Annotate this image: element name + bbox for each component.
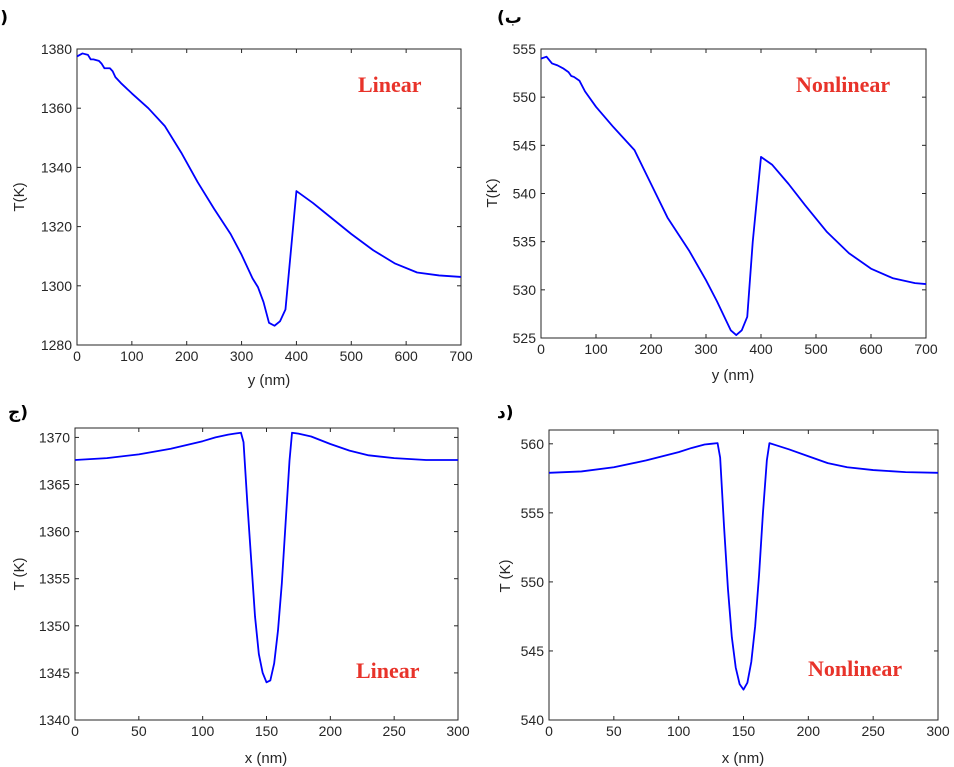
x-tick-label: 150 bbox=[255, 723, 279, 739]
y-tick-label: 1280 bbox=[41, 337, 72, 353]
y-tick-label: 560 bbox=[521, 436, 545, 452]
x-tick-label: 400 bbox=[749, 341, 773, 357]
y-tick-label: 1320 bbox=[41, 219, 72, 235]
panel-top-left: 0 100 200 300 400 500 600 700 1280 1300 1320 1340 13… bbox=[0, 8, 473, 389]
y-tick-label: 550 bbox=[521, 574, 545, 590]
y-tick-label: 545 bbox=[513, 137, 537, 153]
plot-area bbox=[74, 427, 459, 721]
panel-label: ج) bbox=[8, 403, 28, 423]
temperature-line bbox=[548, 442, 939, 691]
x-tick-label: 500 bbox=[804, 341, 828, 357]
y-tick-label: 1300 bbox=[41, 278, 72, 294]
x-tick-label: 200 bbox=[797, 723, 821, 739]
y-tick-label: 1355 bbox=[39, 571, 70, 587]
y-axis-label: T (K) bbox=[497, 559, 514, 592]
annotation-label: Nonlinear bbox=[796, 72, 890, 97]
x-axis-label: x (nm) bbox=[722, 750, 765, 767]
annotation-label: Linear bbox=[356, 658, 420, 683]
x-tick-label: 300 bbox=[446, 723, 470, 739]
y-tick-label: 1380 bbox=[41, 41, 72, 57]
y-axis-label: T (K) bbox=[11, 557, 28, 590]
x-tick-label: 250 bbox=[861, 723, 885, 739]
x-tick-label: 200 bbox=[175, 348, 199, 364]
x-tick-label: 200 bbox=[319, 723, 343, 739]
y-tick-label: 1370 bbox=[39, 429, 70, 445]
x-tick-label: 50 bbox=[131, 723, 147, 739]
x-tick-label: 0 bbox=[73, 348, 81, 364]
plot-area bbox=[548, 429, 939, 721]
x-tick-label: 100 bbox=[584, 341, 608, 357]
x-tick-label: 200 bbox=[639, 341, 663, 357]
panel-label: د) bbox=[497, 403, 514, 423]
y-tick-label: 525 bbox=[513, 330, 537, 346]
x-tick-label: 100 bbox=[120, 348, 144, 364]
y-tick-label: 1360 bbox=[39, 524, 70, 540]
y-tick-label: 1360 bbox=[41, 100, 72, 116]
tick-group: 0 50 100 150 200 250 300 1340 1345 1350 1355 1360 13… bbox=[39, 428, 470, 739]
tick-group: 0 100 200 300 400 500 600 700 525 530 535 540 545 550… bbox=[513, 41, 938, 357]
annotation-label: Nonlinear bbox=[808, 656, 902, 681]
panel-label: (الف bbox=[0, 8, 8, 28]
temperature-line bbox=[74, 431, 458, 684]
x-tick-label: 0 bbox=[71, 723, 79, 739]
y-tick-label: 530 bbox=[513, 282, 537, 298]
annotation-label: Linear bbox=[358, 72, 422, 97]
x-tick-label: 250 bbox=[382, 723, 406, 739]
x-tick-label: 400 bbox=[285, 348, 309, 364]
x-tick-label: 500 bbox=[340, 348, 364, 364]
tick-group: 0 100 200 300 400 500 600 700 1280 1300 1320 1340 13… bbox=[41, 41, 473, 364]
panel-label: (ب bbox=[497, 8, 522, 28]
x-tick-label: 150 bbox=[732, 723, 756, 739]
y-tick-label: 1340 bbox=[39, 712, 70, 728]
x-tick-label: 0 bbox=[545, 723, 553, 739]
temperature-line bbox=[540, 55, 927, 337]
y-tick-label: 535 bbox=[513, 234, 537, 250]
temperature-line bbox=[76, 52, 462, 327]
x-tick-label: 0 bbox=[537, 341, 545, 357]
x-tick-label: 100 bbox=[667, 723, 691, 739]
x-tick-label: 300 bbox=[230, 348, 254, 364]
x-tick-label: 600 bbox=[859, 341, 883, 357]
panel-bottom-left: 0 50 100 150 200 250 300 1340 1345 1350 1355 1360 13… bbox=[8, 403, 470, 767]
x-axis-label: y (nm) bbox=[248, 372, 291, 389]
plot-area bbox=[540, 48, 927, 339]
y-tick-label: 540 bbox=[513, 186, 537, 202]
y-axis-label: T(K) bbox=[484, 178, 501, 207]
y-tick-label: 545 bbox=[521, 643, 545, 659]
y-tick-label: 540 bbox=[521, 712, 545, 728]
panel-bottom-right: 0 50 100 150 200 250 300 540 545 550 555 560 د) Non… bbox=[497, 403, 950, 767]
x-tick-label: 300 bbox=[694, 341, 718, 357]
x-tick-label: 600 bbox=[394, 348, 418, 364]
y-tick-label: 555 bbox=[513, 41, 537, 57]
x-tick-label: 50 bbox=[606, 723, 622, 739]
x-tick-label: 700 bbox=[914, 341, 938, 357]
x-tick-label: 300 bbox=[926, 723, 950, 739]
y-tick-label: 1350 bbox=[39, 618, 70, 634]
x-tick-label: 700 bbox=[449, 348, 473, 364]
y-axis-label: T(K) bbox=[11, 182, 28, 211]
y-tick-label: 1345 bbox=[39, 665, 70, 681]
x-axis-label: x (nm) bbox=[245, 750, 288, 767]
panel-top-right: 0 100 200 300 400 500 600 700 525 530 535 540 545 550… bbox=[484, 8, 938, 384]
plot-area bbox=[76, 48, 462, 346]
y-tick-label: 555 bbox=[521, 505, 545, 521]
tick-group: 0 50 100 150 200 250 300 540 545 550 555 560 bbox=[521, 430, 950, 739]
y-tick-label: 1340 bbox=[41, 159, 72, 175]
y-tick-label: 1365 bbox=[39, 477, 70, 493]
x-tick-label: 100 bbox=[191, 723, 215, 739]
y-tick-label: 550 bbox=[513, 89, 537, 105]
x-axis-label: y (nm) bbox=[712, 367, 755, 384]
